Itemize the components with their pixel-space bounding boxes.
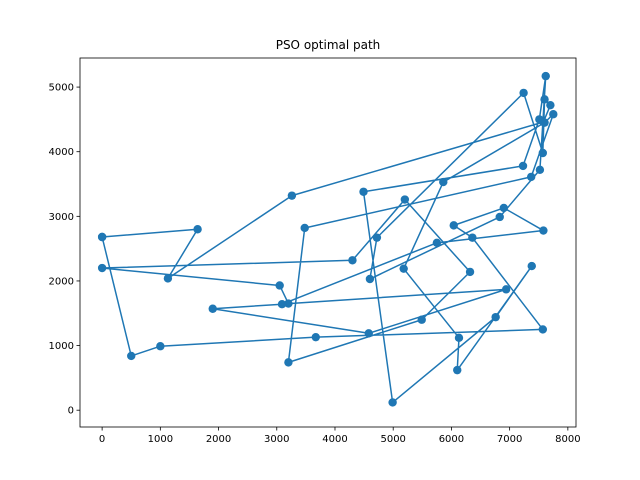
path-point: [454, 333, 464, 343]
path-point: [193, 225, 202, 234]
path-point: [163, 274, 173, 283]
path-point: [275, 281, 284, 290]
x-tick-label: 7000: [497, 434, 522, 445]
chart-title: PSO optimal path: [276, 38, 381, 52]
y-tick-label: 5000: [49, 83, 74, 94]
path-point: [365, 274, 375, 284]
path-point: [388, 398, 397, 407]
path-point: [300, 223, 309, 233]
x-tick-label: 0: [99, 434, 105, 445]
path-point: [97, 263, 107, 273]
plot-frame: [79, 57, 577, 428]
path-point: [348, 256, 357, 265]
y-axis: 0 1000 2000 3000 4000 5000: [49, 83, 80, 417]
path-point: [359, 187, 368, 196]
path-point: [549, 110, 558, 119]
path-point: [439, 177, 448, 187]
path-point: [311, 332, 320, 342]
path-point: [277, 300, 287, 309]
path-point: [535, 165, 545, 174]
path-point: [541, 71, 550, 81]
path-point: [284, 299, 293, 308]
path-point: [208, 304, 217, 313]
path-point: [399, 264, 408, 273]
x-tick-label: 4000: [322, 434, 347, 445]
path-point: [468, 233, 477, 242]
x-tick-label: 8000: [555, 434, 580, 445]
path-point: [453, 365, 462, 375]
path-point: [540, 95, 549, 104]
y-tick-label: 2000: [49, 276, 74, 287]
path-point: [501, 285, 511, 294]
y-tick-label: 4000: [49, 147, 74, 158]
x-tick-label: 6000: [439, 434, 464, 445]
x-tick-label: 5000: [380, 434, 405, 445]
path-point: [284, 358, 293, 367]
path-point: [526, 172, 536, 182]
path-point: [449, 221, 458, 230]
path-point: [364, 329, 373, 338]
path-series: [97, 71, 558, 407]
path-point: [465, 267, 475, 277]
path-point: [156, 342, 165, 351]
path-point: [538, 148, 548, 158]
x-tick-label: 2000: [206, 434, 231, 445]
path-point: [538, 325, 548, 334]
path-point: [546, 100, 555, 110]
path-point: [127, 351, 136, 361]
x-tick-label: 3000: [264, 434, 289, 445]
path-point: [400, 195, 410, 204]
path-point: [287, 191, 297, 200]
path-point: [97, 232, 107, 242]
path-line: [101, 75, 555, 404]
path-point: [495, 212, 504, 222]
path-point: [539, 226, 548, 235]
path-point: [540, 118, 549, 127]
path-point: [519, 88, 528, 98]
path-point: [518, 161, 528, 171]
path-point: [372, 233, 382, 242]
path-point: [491, 312, 500, 322]
y-tick-label: 3000: [49, 212, 74, 223]
y-tick-label: 1000: [49, 341, 74, 352]
x-axis: 0 1000 2000 3000 4000 5000 6000 7000 8000: [99, 427, 581, 445]
path-point: [527, 261, 536, 271]
x-tick-label: 1000: [148, 434, 173, 445]
y-tick-label: 0: [68, 406, 74, 417]
path-point: [432, 238, 442, 248]
path-point: [417, 315, 426, 324]
path-point: [499, 203, 509, 213]
